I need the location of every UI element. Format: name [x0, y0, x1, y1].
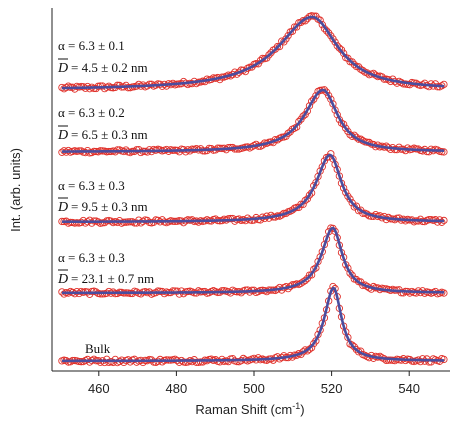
data-point [139, 358, 147, 367]
annot-d-symbol-3: D [57, 200, 68, 215]
data-point [293, 23, 301, 31]
data-point [325, 91, 333, 100]
data-point [352, 275, 361, 284]
annot-alpha-2: α = 6.3 ± 0.2 [58, 105, 125, 120]
x-axis-title-close: ) [300, 402, 304, 417]
data-point [271, 45, 279, 53]
x-tick-label: 540 [398, 381, 420, 396]
data-point [303, 195, 311, 203]
data-point [322, 27, 331, 35]
data-point [297, 200, 305, 208]
data-point [192, 145, 201, 153]
x-axis-title: Raman Shift (cm-1) [195, 401, 304, 417]
data-point [182, 148, 190, 156]
x-axis-title-sup: -1 [292, 401, 300, 411]
data-point [440, 148, 448, 156]
data-point [297, 18, 305, 27]
data-point [354, 135, 363, 143]
data-point [284, 129, 292, 138]
y-axis-title: Int. (arb. units) [8, 148, 23, 232]
annot-bulk: Bulk [85, 341, 111, 356]
x-tick-label: 500 [243, 381, 265, 396]
data-point [335, 44, 344, 52]
data-point [310, 95, 318, 103]
data-point [288, 27, 297, 35]
data-point [299, 16, 307, 25]
data-point [305, 102, 314, 110]
data-point [348, 58, 356, 66]
data-point [350, 60, 358, 69]
x-tick-label: 480 [166, 381, 188, 396]
data-point [331, 38, 339, 46]
x-tick-label: 460 [88, 381, 110, 396]
data-point [286, 128, 294, 136]
series-4-fit-line [61, 226, 445, 295]
series-5-markers [58, 282, 448, 367]
data-point [90, 355, 98, 363]
x-tick-label: 520 [321, 381, 343, 396]
series-2-fit-line [61, 88, 445, 153]
data-point [194, 358, 203, 366]
x-ticks: 460 480 500 520 540 [88, 371, 420, 396]
data-point [352, 202, 361, 210]
data-point [440, 80, 448, 89]
spectra [58, 12, 448, 367]
data-point [199, 358, 207, 366]
data-point [312, 92, 320, 100]
series-3-fit-line [61, 153, 445, 224]
annot-d-1: = 4.5 ± 0.2 nm [71, 60, 148, 75]
data-point [184, 358, 192, 366]
data-point [135, 80, 143, 89]
data-point [284, 32, 292, 40]
annot-d-3: = 9.5 ± 0.3 nm [71, 199, 148, 214]
data-point [305, 191, 314, 199]
data-point [265, 51, 273, 59]
annot-d-2: = 6.5 ± 0.3 nm [71, 127, 148, 142]
data-point [339, 49, 348, 57]
data-point [233, 357, 241, 366]
annot-d-symbol-1: D [57, 61, 68, 76]
annot-d-4: = 23.1 ± 0.7 nm [71, 271, 154, 286]
annot-alpha-4: α = 6.3 ± 0.3 [58, 250, 125, 265]
annot-d-symbol-4: D [57, 272, 68, 287]
x-axis-title-main: Raman Shift (cm [195, 402, 292, 417]
data-point [96, 358, 105, 366]
data-point [273, 42, 282, 51]
annot-d-symbol-2: D [57, 128, 68, 143]
data-point [352, 345, 361, 354]
annot-alpha-1: α = 6.3 ± 0.1 [58, 38, 125, 53]
series-1-fit-line [61, 15, 445, 90]
data-point [348, 271, 356, 279]
data-point [301, 276, 309, 285]
annot-alpha-3: α = 6.3 ± 0.3 [58, 178, 125, 193]
data-point [254, 354, 262, 362]
data-point [192, 79, 201, 88]
data-point [425, 148, 433, 156]
data-point [346, 269, 354, 277]
data-point [333, 42, 341, 50]
annotations: α = 6.3 ± 0.1 D = 4.5 ± 0.2 nm α = 6.3 ±… [57, 38, 154, 356]
data-point [301, 196, 309, 205]
data-point [438, 218, 446, 226]
data-point [318, 21, 326, 29]
data-point [418, 355, 427, 363]
data-point [348, 341, 356, 349]
data-point [305, 271, 314, 279]
series-5-fit-line [61, 286, 445, 363]
data-point [169, 287, 177, 295]
